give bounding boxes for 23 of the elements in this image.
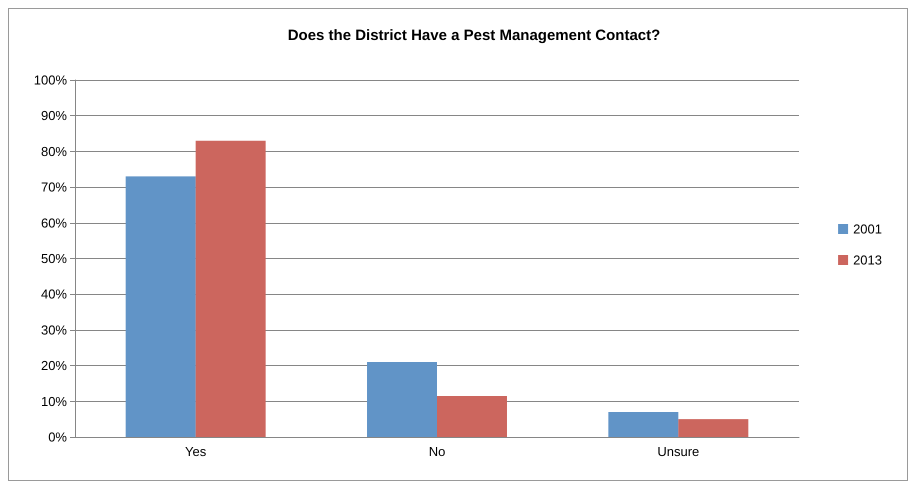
y-tick-label: 20% [40,358,68,374]
y-tick-label: 40% [40,286,68,302]
y-tick-label: 80% [40,144,68,159]
bar [126,176,196,437]
bar [196,140,266,437]
x-tick-label: Unsure [657,444,700,459]
y-tick-label: 70% [40,180,68,195]
legend-label: 2013 [853,252,882,268]
x-tick-label: No [428,444,446,459]
x-tick-label: Yes [185,444,207,459]
bar [437,396,507,437]
y-tick-label: 30% [40,322,68,338]
y-tick-label: 100% [34,72,68,88]
y-tick-label: 10% [40,394,68,409]
y-tick-label: 50% [40,251,68,266]
y-tick-label: 60% [40,215,68,230]
bar [678,419,748,437]
y-tick-label: 0% [48,430,68,444]
chart-title: Does the District Have a Pest Management Contact? [288,27,660,44]
bar [608,412,678,437]
y-tick-label: 90% [40,108,68,124]
legend-label: 2001 [853,222,882,236]
bar [367,362,437,437]
